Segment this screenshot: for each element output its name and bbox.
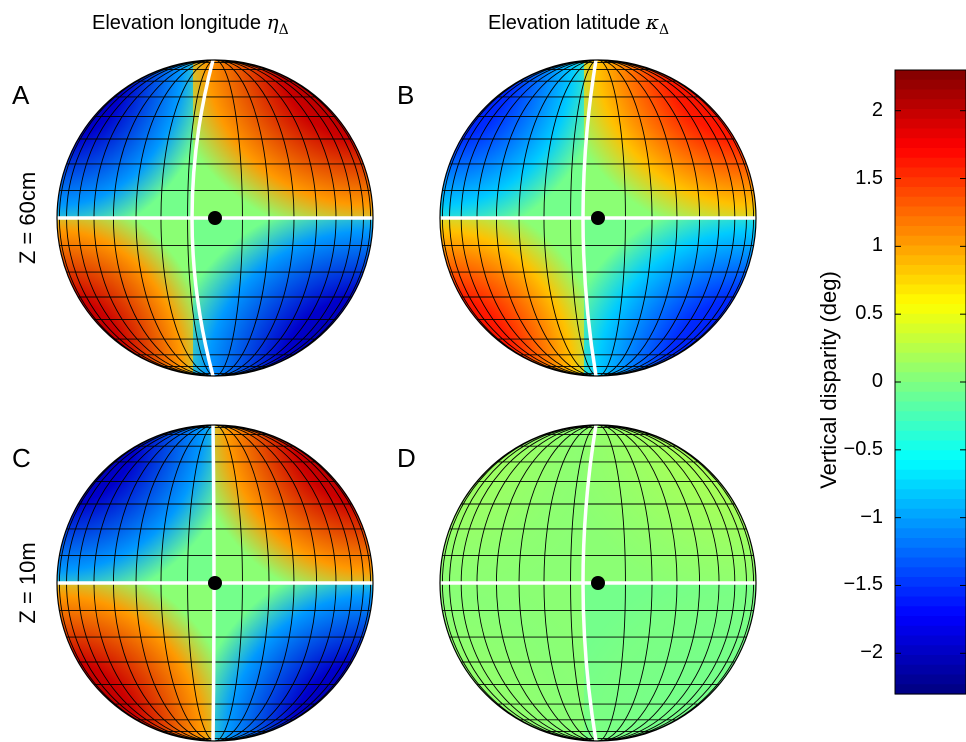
panel-label-b: B: [397, 80, 415, 110]
globe-outline: [56, 59, 374, 377]
fixation-point: [208, 576, 222, 590]
globe-outline: [439, 424, 757, 742]
colorbar-step: [895, 479, 966, 490]
colorbar-step: [895, 430, 966, 442]
colorbar-step: [895, 187, 966, 198]
panel-label-d: D: [397, 443, 416, 473]
colorbar-step: [895, 313, 966, 325]
colorbar-step: [895, 362, 966, 373]
colorbar: [894, 69, 966, 695]
colorbar-step: [895, 508, 966, 520]
colorbar-step: [895, 421, 966, 432]
colorbar-step: [895, 674, 966, 685]
colorbar-step: [895, 245, 966, 256]
panel-label-a: A: [12, 80, 30, 110]
colorbar-tick-label: −1.5: [843, 573, 883, 596]
row-label-top: Z = 60cm: [15, 171, 40, 265]
globe-panel-a: [56, 59, 374, 377]
colorbar-step: [895, 70, 966, 81]
colorbar-step: [895, 635, 966, 646]
fixation-point: [208, 211, 222, 225]
colorbar-tick-label: −0.5: [843, 437, 883, 460]
globe-panel-c: [56, 424, 374, 742]
colorbar-step: [895, 616, 966, 627]
colorbar-step: [895, 323, 966, 334]
colorbar-step: [895, 440, 966, 451]
colorbar-step: [895, 499, 966, 510]
colorbar-step: [895, 343, 966, 354]
zero-line-vertical: [581, 425, 598, 741]
colorbar-step: [895, 382, 966, 393]
panel-label-c: C: [12, 443, 31, 473]
colorbar-step: [895, 528, 966, 539]
globe-outline: [56, 424, 374, 742]
globe-outline: [439, 59, 757, 377]
colorbar-step: [895, 255, 966, 266]
colorbar-step: [895, 518, 966, 529]
colorbar-tick-label: 2: [871, 98, 883, 121]
colorbar-step: [895, 333, 966, 344]
colorbar-step: [895, 79, 966, 91]
colorbar-step: [895, 460, 966, 471]
colorbar-step: [895, 547, 966, 559]
colorbar-step: [895, 118, 966, 130]
fixation-point: [591, 576, 605, 590]
colorbar-step: [895, 372, 966, 383]
colorbar-step: [895, 167, 966, 178]
colorbar-tick-label: 0.5: [855, 302, 883, 325]
globe-panel-d: [439, 424, 757, 742]
colorbar-step: [895, 450, 966, 461]
colorbar-step: [895, 684, 966, 695]
colorbar-step: [895, 109, 966, 120]
colorbar-step: [895, 664, 966, 676]
colorbar-step: [895, 216, 966, 227]
column-title-a: Elevation longitude ηΔ: [92, 10, 289, 38]
colorbar-step: [895, 538, 966, 549]
colorbar-step: [895, 177, 966, 188]
colorbar-step: [895, 206, 966, 217]
colorbar-tick-label: −1: [860, 505, 883, 528]
colorbar-step: [895, 274, 966, 286]
column-title-b: Elevation latitude κΔ: [488, 10, 670, 38]
colorbar-step: [895, 148, 966, 159]
colorbar-step: [895, 265, 966, 276]
colorbar-step: [895, 596, 966, 607]
colorbar-step: [895, 625, 966, 637]
colorbar-step: [895, 138, 966, 149]
colorbar-tick-label: 1.5: [855, 166, 883, 189]
colorbar-step: [895, 284, 966, 295]
colorbar-step: [895, 401, 966, 412]
colorbar-tick-label: −2: [860, 641, 883, 664]
row-label-bottom: Z = 10m: [15, 542, 40, 624]
colorbar-tick-label: 0: [871, 370, 883, 392]
colorbar-step: [895, 586, 966, 598]
colorbar-step: [895, 469, 966, 481]
colorbar-step: [895, 304, 966, 315]
colorbar-step: [895, 489, 966, 500]
colorbar-step: [895, 157, 966, 169]
colorbar-step: [895, 196, 966, 208]
colorbar-step: [895, 391, 966, 403]
colorbar-step: [895, 226, 966, 237]
globe-panel-b: [439, 59, 757, 377]
colorbar-step: [895, 99, 966, 110]
fixation-point: [591, 211, 605, 225]
colorbar-step: [895, 557, 966, 568]
colorbar-step: [895, 645, 966, 656]
colorbar-step: [895, 577, 966, 588]
colorbar-step: [895, 294, 966, 305]
colorbar-step: [895, 235, 966, 247]
colorbar-step: [895, 89, 966, 100]
colorbar-step: [895, 655, 966, 666]
colorbar-tick-label: 1: [871, 234, 883, 257]
colorbar-step: [895, 606, 966, 617]
colorbar-step: [895, 567, 966, 578]
colorbar-step: [895, 411, 966, 422]
colorbar-step: [895, 128, 966, 139]
zero-line-vertical: [581, 60, 598, 376]
zero-line-vertical: [190, 60, 215, 376]
colorbar-step: [895, 352, 966, 364]
